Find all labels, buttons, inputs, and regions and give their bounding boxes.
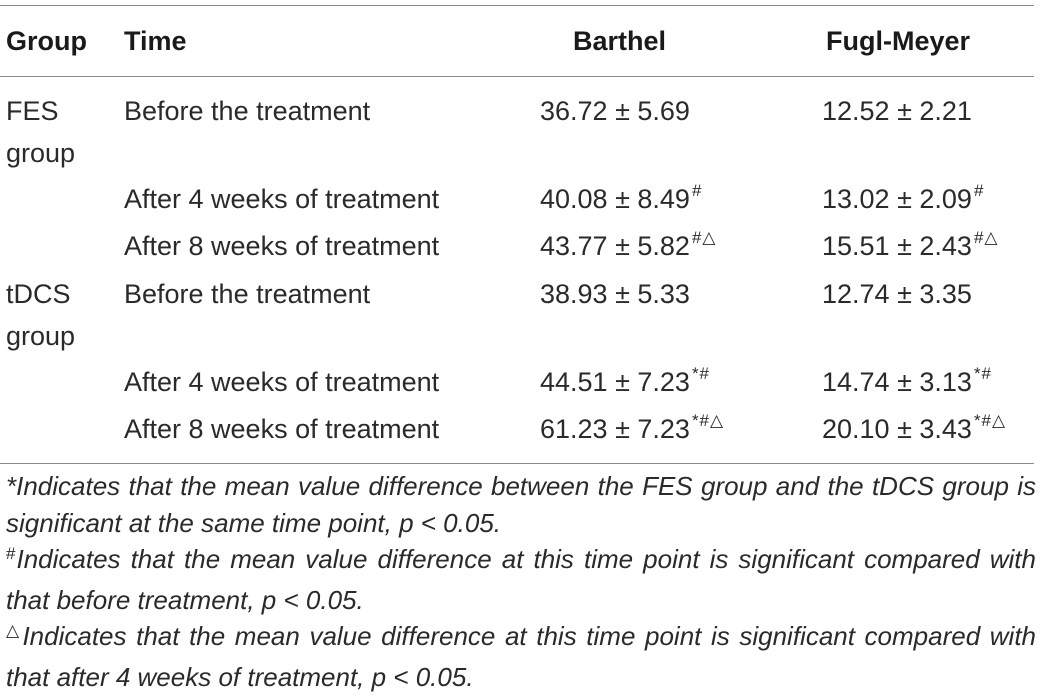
fugl-meyer-value: 13.02 ± 2.09 #: [822, 181, 985, 214]
footnote-triangle: △Indicates that the mean value differenc…: [6, 618, 1036, 695]
row-time: After 4 weeks of treatment: [124, 184, 440, 214]
header-time: Time: [124, 26, 187, 56]
footnote-hash: #Indicates that the mean value differenc…: [6, 541, 1036, 618]
table-footnotes: *Indicates that the mean value differenc…: [6, 468, 1036, 695]
fugl-meyer-value: 14.74 ± 3.13 *#: [822, 364, 993, 397]
table-top-rule: [0, 5, 1034, 6]
row-time: Before the treatment: [124, 96, 371, 126]
fugl-meyer-value: 12.74 ± 3.35: [822, 279, 972, 309]
footnote-asterisk: *Indicates that the mean value differenc…: [6, 468, 1036, 541]
fugl-meyer-value: 15.51 ± 2.43 #△: [822, 228, 999, 261]
barthel-value: 40.08 ± 8.49 #: [540, 181, 703, 214]
row-time: After 4 weeks of treatment: [124, 367, 440, 397]
barthel-value: 38.93 ± 5.33: [540, 279, 690, 309]
barthel-value: 61.23 ± 7.23 *#△: [540, 411, 725, 444]
barthel-value: 36.72 ± 5.69: [540, 96, 690, 126]
fugl-meyer-value: 20.10 ± 3.43 *#△: [822, 411, 1007, 444]
barthel-value: 44.51 ± 7.23 *#: [540, 364, 711, 397]
group-label-fes: FES group: [6, 96, 76, 168]
footnote-symbol: △: [6, 621, 22, 640]
row-time: After 8 weeks of treatment: [124, 231, 440, 261]
footnote-symbol: #: [6, 544, 16, 563]
table-bottom-rule: [0, 463, 1034, 464]
header-fugl-meyer: Fugl-Meyer: [826, 26, 971, 56]
footnote-text: Indicates that the mean value difference…: [6, 544, 1036, 615]
footnote-text: Indicates that the mean value difference…: [6, 621, 1036, 692]
footnote-text: *Indicates that the mean value differenc…: [6, 471, 1036, 538]
fugl-meyer-value: 12.52 ± 2.21: [822, 96, 972, 126]
header-barthel: Barthel: [573, 26, 667, 56]
row-time: Before the treatment: [124, 279, 371, 309]
header-group: Group: [6, 26, 87, 56]
row-time: After 8 weeks of treatment: [124, 414, 440, 444]
table-header-rule: [0, 76, 1034, 77]
group-label-tdcs: tDCS group: [6, 279, 76, 351]
barthel-value: 43.77 ± 5.82 #△: [540, 228, 717, 261]
